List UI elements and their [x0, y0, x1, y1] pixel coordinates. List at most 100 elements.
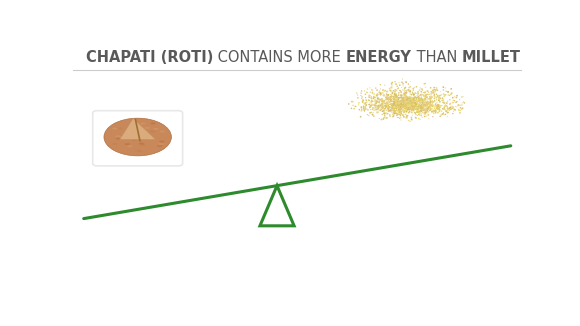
- Point: [413, 102, 422, 108]
- Point: [425, 100, 434, 105]
- Point: [398, 98, 408, 103]
- Point: [433, 93, 443, 98]
- Point: [433, 102, 443, 107]
- Point: [398, 105, 407, 110]
- Point: [392, 94, 401, 99]
- Point: [407, 103, 416, 108]
- Point: [428, 109, 437, 114]
- Point: [356, 114, 365, 119]
- Point: [390, 93, 399, 98]
- Point: [405, 109, 414, 114]
- Point: [401, 94, 411, 99]
- Point: [418, 110, 427, 115]
- Point: [427, 94, 436, 99]
- Point: [397, 102, 407, 107]
- Point: [392, 111, 401, 116]
- Point: [390, 96, 399, 101]
- Point: [379, 99, 389, 104]
- Ellipse shape: [158, 143, 164, 145]
- Point: [398, 93, 407, 98]
- Point: [401, 85, 410, 90]
- Point: [419, 100, 429, 105]
- Point: [387, 81, 396, 86]
- Point: [396, 105, 405, 110]
- Point: [395, 109, 404, 114]
- Point: [405, 103, 415, 109]
- Text: CONTAINS MORE: CONTAINS MORE: [213, 51, 346, 66]
- Point: [427, 89, 436, 95]
- Point: [409, 86, 418, 91]
- Point: [352, 91, 361, 96]
- Point: [379, 111, 389, 116]
- Point: [389, 109, 398, 114]
- Point: [416, 101, 426, 106]
- Point: [406, 106, 415, 111]
- Point: [403, 104, 412, 109]
- Point: [403, 103, 412, 108]
- Point: [451, 107, 460, 112]
- Point: [382, 102, 392, 107]
- Point: [398, 81, 408, 86]
- Point: [416, 87, 426, 92]
- Point: [403, 102, 412, 107]
- Point: [394, 85, 403, 91]
- Point: [401, 102, 410, 107]
- Point: [419, 111, 429, 116]
- Point: [407, 95, 416, 100]
- Point: [388, 104, 397, 109]
- Point: [398, 103, 408, 109]
- Ellipse shape: [119, 136, 125, 138]
- Point: [403, 88, 412, 93]
- Point: [371, 103, 380, 109]
- Point: [415, 96, 425, 102]
- Point: [428, 114, 437, 119]
- Point: [361, 100, 370, 105]
- Point: [418, 103, 427, 109]
- Point: [409, 103, 418, 109]
- Point: [397, 103, 406, 108]
- Point: [376, 102, 386, 107]
- Point: [398, 102, 408, 107]
- Point: [357, 108, 366, 113]
- Point: [390, 107, 399, 112]
- Circle shape: [104, 118, 172, 156]
- Point: [397, 101, 406, 107]
- Point: [361, 97, 371, 103]
- Point: [438, 112, 448, 117]
- Point: [426, 91, 436, 96]
- Point: [404, 110, 414, 115]
- Point: [404, 98, 413, 103]
- Point: [408, 100, 417, 106]
- Point: [403, 102, 412, 107]
- Point: [409, 92, 418, 97]
- Point: [402, 104, 411, 110]
- Point: [389, 99, 398, 104]
- Point: [376, 97, 386, 103]
- Point: [458, 100, 467, 106]
- Point: [405, 119, 415, 124]
- Point: [399, 114, 408, 119]
- Point: [394, 80, 404, 85]
- Point: [409, 99, 419, 104]
- Point: [418, 106, 427, 111]
- Point: [402, 103, 411, 108]
- Point: [375, 103, 384, 109]
- Point: [428, 102, 437, 108]
- Point: [382, 95, 392, 100]
- Point: [414, 104, 423, 109]
- Point: [387, 85, 397, 91]
- Point: [409, 102, 419, 107]
- Point: [368, 110, 378, 115]
- Point: [362, 99, 371, 105]
- Point: [435, 104, 444, 110]
- Point: [401, 95, 410, 100]
- Point: [411, 102, 420, 107]
- Point: [400, 102, 409, 108]
- Point: [384, 92, 393, 97]
- Point: [385, 104, 394, 109]
- Point: [423, 96, 433, 101]
- Point: [372, 99, 382, 104]
- Point: [383, 95, 393, 100]
- Point: [416, 105, 425, 111]
- Point: [407, 105, 416, 110]
